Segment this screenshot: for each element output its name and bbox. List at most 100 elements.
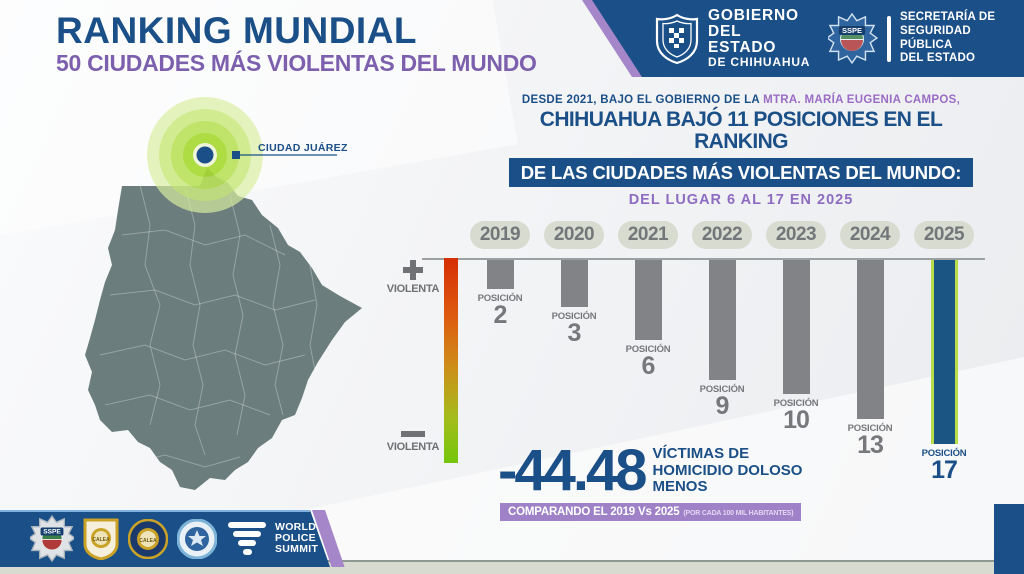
headline-intro: DESDE 2021, BAJO EL GOBIERNO DE LA MTRA.…	[495, 94, 987, 106]
year-pill: 2022	[691, 221, 753, 249]
gov-line3: DE CHIHUAHUA	[708, 55, 811, 70]
juarez-label-marker	[232, 151, 240, 159]
scale-bottom-label: VIOLENTA	[386, 441, 440, 453]
position-value: 10	[783, 406, 810, 434]
sec-line1: SECRETARÍA DE	[900, 11, 996, 24]
banner-panel: GOBIERNO DEL ESTADO DE CHIHUAHUA SSPE SE…	[592, 0, 1024, 77]
page-subtitle: 50 CIUDADES MÁS VIOLENTAS DEL MUNDO	[56, 50, 537, 76]
world-police-summit-icon	[228, 522, 266, 555]
position-value: 17	[931, 456, 958, 484]
headline-result: DEL LUGAR 6 AL 17 EN 2025	[628, 192, 854, 209]
svg-text:CALEA: CALEA	[92, 537, 110, 543]
scale-top-label: VIOLENTA	[386, 283, 440, 295]
comparison-ribbon: COMPARANDO EL 2019 Vs 2025 (POR CADA 100 …	[500, 503, 802, 521]
desc-line2: HOMICIDIO DOLOSO	[652, 461, 803, 479]
ranking-bar	[856, 260, 884, 419]
page-title-block: RANKING MUNDIAL 50 CIUDADES MÁS VIOLENTA…	[56, 12, 537, 75]
ranking-bar	[708, 260, 736, 380]
position-value: 6	[641, 352, 656, 380]
government-name: GOBIERNO DEL ESTADO DE CHIHUAHUA	[708, 7, 812, 70]
svg-text:CALEA: CALEA	[139, 538, 157, 544]
world-police-summit-label: WORLD POLICE SUMMIT	[275, 520, 319, 556]
position-label: POSICIÓN	[921, 448, 967, 459]
scale-more-violent: VIOLENTA	[384, 260, 442, 295]
chart-column-2023: 2023 POSICIÓN 10	[759, 218, 833, 483]
headline-block: DESDE 2021, BAJO EL GOBIERNO DE LA MTRA.…	[495, 94, 987, 208]
page-title: RANKING MUNDIAL	[56, 10, 418, 51]
gov-line2: DEL ESTADO	[708, 23, 777, 57]
position-label: POSICIÓN	[773, 398, 819, 409]
homicide-reduction-desc: VÍCTIMAS DE HOMICIDIO DOLOSO MENOS	[652, 444, 803, 496]
ribbon-main-text: COMPARANDO EL 2019 Vs 2025	[508, 506, 680, 518]
footer-logo-bar: SSPE CALEA CALEA	[0, 510, 390, 567]
stats-block: -44.48 VÍCTIMAS DE HOMICIDIO DOLOSO MENO…	[498, 442, 838, 521]
svg-text:SSPE: SSPE	[842, 26, 862, 35]
position-value: 3	[567, 319, 582, 347]
position-value: 9	[715, 392, 730, 420]
position-label: POSICIÓN	[699, 384, 745, 395]
juarez-dot	[196, 146, 214, 164]
footer-top-line	[0, 510, 310, 512]
government-banner: GOBIERNO DEL ESTADO DE CHIHUAHUA SSPE SE…	[556, 0, 1024, 77]
juarez-label: CIUDAD JUÁREZ	[258, 141, 348, 154]
gov-line1: GOBIERNO	[708, 7, 799, 25]
chart-column-2019: 2019 POSICIÓN 2	[463, 218, 537, 483]
violence-gradient-scale	[444, 258, 458, 463]
sec-line3: DEL ESTADO	[900, 52, 976, 65]
headline-governor-name: MTRA. MARÍA EUGENIA CAMPOS,	[763, 94, 961, 106]
position-label: POSICIÓN	[551, 311, 597, 322]
ranking-bar	[560, 260, 588, 307]
position-value: 13	[857, 431, 884, 459]
chart-columns: 2019 POSICIÓN 2 2020 POSICIÓN 3 2021 POSICIÓN 6 2…	[463, 218, 981, 483]
homicide-reduction-value: -44.48	[498, 438, 647, 503]
sec-line2: SEGURIDAD PÚBLICA	[900, 24, 971, 51]
banner-divider	[887, 15, 892, 62]
position-label: POSICIÓN	[625, 344, 671, 355]
chart-column-2020: 2020 POSICIÓN 3	[537, 218, 611, 483]
ribbon-note-text: (POR CADA 100 MIL HABITANTES)	[683, 510, 794, 517]
ranking-bar	[486, 260, 514, 289]
bottom-right-accent	[994, 504, 1024, 574]
plus-icon	[403, 260, 423, 280]
footer-panel: SSPE CALEA CALEA	[0, 510, 330, 567]
desc-line3: MENOS	[652, 478, 708, 496]
wps-line3: SUMMIT	[275, 543, 319, 556]
headline-banner: DE LAS CIUDADES MÁS VIOLENTAS DEL MUNDO:	[508, 158, 974, 188]
year-pill: 2019	[469, 221, 531, 249]
year-pill: 2020	[543, 221, 605, 249]
year-pill: 2021	[617, 221, 679, 249]
position-label: POSICIÓN	[477, 293, 523, 304]
headline-main: CHIHUAHUA BAJÓ 11 POSICIONES EN EL RANKI…	[539, 108, 943, 154]
position-value: 2	[493, 301, 508, 329]
ranking-bar	[634, 260, 662, 340]
sspe-badge-icon: SSPE	[30, 514, 74, 562]
accreditation-round-badge-icon	[177, 518, 217, 559]
state-coat-of-arms-icon	[655, 13, 699, 64]
ranking-bar	[930, 260, 958, 444]
sspe-badge-icon: SSPE	[828, 12, 879, 64]
chart-column-2021: 2021 POSICIÓN 6	[611, 218, 685, 483]
calea-shield-badge-icon: CALEA	[83, 518, 119, 560]
minus-icon	[401, 431, 425, 437]
chart-baseline	[422, 258, 985, 260]
ranking-chart: VIOLENTA VIOLENTA 2019 POSICIÓN 2 2020 POSIC…	[380, 218, 1024, 483]
wps-line2: POLICE	[275, 531, 316, 544]
wps-line1: WORLD	[275, 520, 317, 533]
secretaria-name: SECRETARÍA DE SEGURIDAD PÚBLICA DEL ESTA…	[900, 11, 1024, 65]
municipality-borders	[99, 184, 318, 468]
chart-column-2025: 2025 POSICIÓN 17	[907, 218, 981, 483]
desc-line1: VÍCTIMAS DE	[652, 444, 750, 462]
year-pill: 2023	[765, 221, 827, 249]
year-pill: 2024	[839, 221, 901, 249]
ranking-bar	[782, 260, 810, 394]
scale-less-violent: VIOLENTA	[384, 431, 442, 453]
chart-column-2022: 2022 POSICIÓN 9	[685, 218, 759, 483]
state-shape	[85, 168, 362, 490]
chart-column-2024: 2024 POSICIÓN 13	[833, 218, 907, 483]
position-label: POSICIÓN	[847, 423, 893, 434]
calea-round-badge-icon: CALEA	[128, 518, 168, 559]
svg-text:SSPE: SSPE	[43, 528, 61, 535]
chihuahua-map: CIUDAD JUÁREZ	[65, 95, 385, 510]
year-pill: 2025	[913, 221, 975, 249]
